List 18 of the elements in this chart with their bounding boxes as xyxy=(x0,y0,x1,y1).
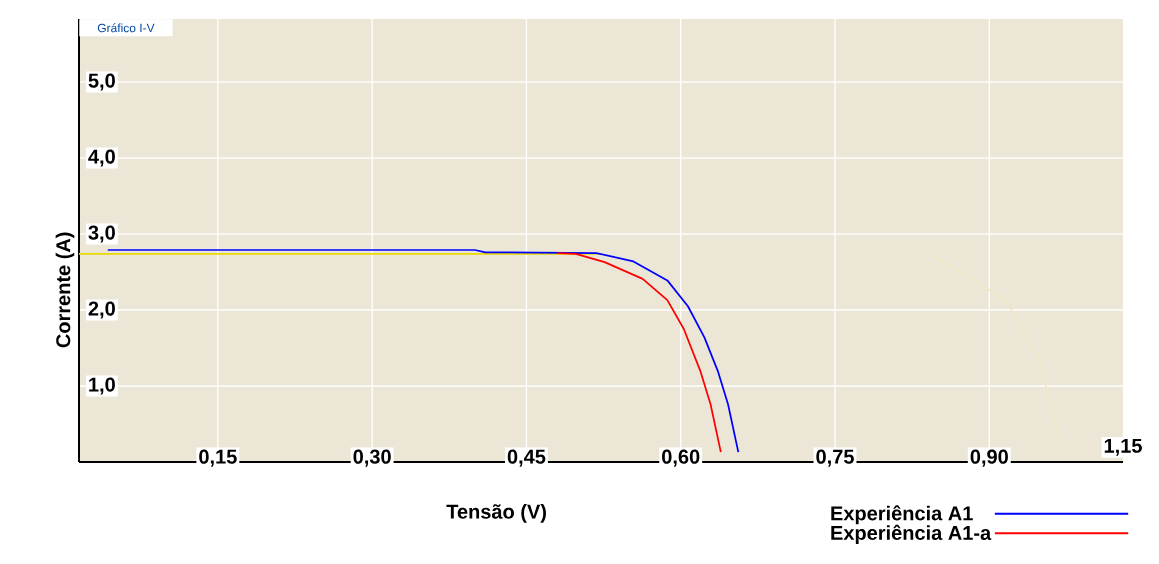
chart-title: Gráfico I-V xyxy=(97,23,155,33)
y-tick-label: 1,0 xyxy=(89,377,115,395)
x-tick-label: 0,30 xyxy=(353,449,391,467)
x-tick-label: 0,75 xyxy=(816,449,854,467)
y-tick-label: 5,0 xyxy=(88,73,115,91)
x-tick-label: 0,90 xyxy=(970,449,1008,467)
y-tick-label: 3,0 xyxy=(88,225,115,243)
y-tick-label: 4,0 xyxy=(88,149,115,167)
y-axis-title: Corrente (A) xyxy=(55,232,75,348)
text: Experiência A1-a xyxy=(831,524,992,544)
line-series xyxy=(932,255,1061,438)
text: Experiência A1 xyxy=(831,505,973,525)
x-tick-label: 0,60 xyxy=(662,449,700,467)
annotation: 1,15 xyxy=(1104,438,1142,456)
x-axis-title: Tensão (V) xyxy=(446,504,546,523)
x-tick-label: 0,15 xyxy=(199,449,237,467)
x-tick-label: 0,45 xyxy=(507,449,546,467)
y-tick-label: 2,0 xyxy=(88,301,115,319)
